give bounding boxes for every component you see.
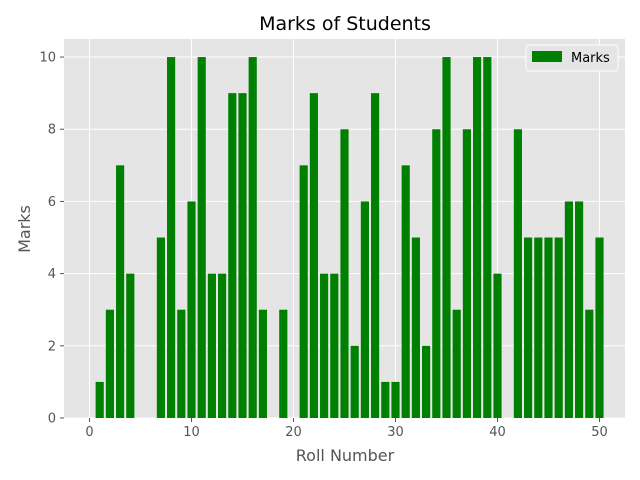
- y-ticks: 0 2 4 6 8 10: [39, 51, 64, 427]
- x-tick-label: 0: [85, 425, 93, 440]
- bar: [381, 381, 390, 418]
- bar: [320, 273, 329, 418]
- bar: [473, 57, 482, 419]
- bar: [116, 165, 125, 418]
- bar: [258, 309, 267, 418]
- bar: [228, 93, 237, 419]
- x-tick-label: 50: [591, 425, 608, 440]
- y-tick-label: 2: [48, 339, 56, 354]
- x-tick-label: 30: [387, 425, 404, 440]
- bar: [391, 381, 400, 418]
- bar: [105, 309, 114, 418]
- bar: [309, 93, 318, 419]
- y-tick-label: 8: [48, 123, 56, 138]
- bar: [452, 309, 461, 418]
- bars-group: [95, 57, 604, 419]
- y-tick-label: 0: [48, 412, 56, 427]
- bar: [371, 93, 380, 419]
- legend-swatch: [532, 51, 562, 62]
- bar: [330, 273, 339, 418]
- bar: [238, 93, 247, 419]
- bar: [595, 237, 604, 418]
- bar: [401, 165, 410, 418]
- bar: [575, 201, 584, 418]
- bar: [218, 273, 227, 418]
- chart-title: Marks of Students: [259, 13, 431, 35]
- bar: [299, 165, 308, 418]
- bar: [534, 237, 543, 418]
- bar: [126, 273, 135, 418]
- bar: [279, 309, 288, 418]
- bar: [564, 201, 573, 418]
- bar: [493, 273, 502, 418]
- bar: [197, 57, 206, 419]
- bar: [442, 57, 451, 419]
- y-axis-label: Marks: [15, 205, 34, 253]
- legend-label: Marks: [571, 51, 610, 66]
- bar: [462, 129, 471, 418]
- bar: [360, 201, 369, 418]
- y-tick-label: 6: [48, 195, 56, 210]
- legend: Marks: [525, 44, 619, 72]
- bar: [187, 201, 196, 418]
- bar: [167, 57, 176, 419]
- x-tick-label: 10: [183, 425, 200, 440]
- bar: [207, 273, 216, 418]
- x-tick-label: 20: [285, 425, 302, 440]
- bar: [483, 57, 492, 419]
- bar: [177, 309, 186, 418]
- y-tick-label: 10: [39, 51, 56, 66]
- x-axis-label: Roll Number: [296, 446, 395, 465]
- bar: [422, 345, 431, 418]
- bar: [156, 237, 165, 418]
- bar: [554, 237, 563, 418]
- x-ticks: 0 10 20 30 40 50: [85, 418, 608, 440]
- bar: [95, 381, 104, 418]
- bar: [432, 129, 441, 418]
- bar: [524, 237, 533, 418]
- bar: [585, 309, 594, 418]
- bar: [340, 129, 349, 418]
- bar: [248, 57, 257, 419]
- x-tick-label: 40: [489, 425, 506, 440]
- bar: [350, 345, 359, 418]
- bar: [544, 237, 553, 418]
- y-tick-label: 4: [48, 267, 56, 282]
- bar: [411, 237, 420, 418]
- bar: [513, 129, 522, 418]
